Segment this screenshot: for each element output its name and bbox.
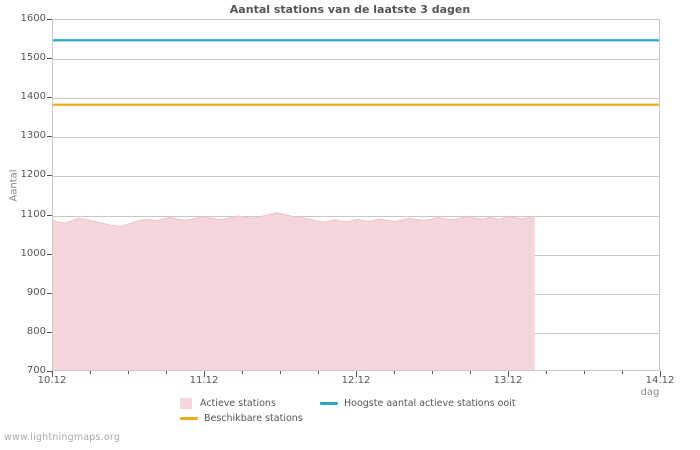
chart-title: Aantal stations van de laatste 3 dagen xyxy=(0,3,700,16)
y-tick-mark xyxy=(47,136,52,137)
y-tick-mark xyxy=(47,254,52,255)
y-tick-label: 1500 xyxy=(21,52,46,63)
legend-label-hoogste-aantal: Hoogste aantal actieve stations ooit xyxy=(344,398,516,409)
x-tick-minor xyxy=(318,371,319,374)
legend-row-1: Actieve stations Hoogste aantal actieve … xyxy=(180,396,660,411)
x-tick-minor xyxy=(546,371,547,374)
legend-swatch-actieve-stations xyxy=(180,398,192,409)
chart-legend: Actieve stations Hoogste aantal actieve … xyxy=(180,396,660,426)
x-tick-major xyxy=(660,371,661,377)
legend-row-2: Beschikbare stations xyxy=(180,411,660,426)
plot-area xyxy=(52,19,660,371)
chart-container: Aantal stations van de laatste 3 dagen A… xyxy=(0,0,700,450)
x-tick-minor xyxy=(128,371,129,374)
x-tick-minor xyxy=(242,371,243,374)
y-axis-title: Aantal xyxy=(9,146,20,226)
y-tick-mark xyxy=(47,19,52,20)
y-tick-label: 1400 xyxy=(21,91,46,102)
y-tick-label: 1300 xyxy=(21,130,46,141)
y-tick-mark xyxy=(47,97,52,98)
x-tick-minor xyxy=(432,371,433,374)
y-tick-label: 1200 xyxy=(21,169,46,180)
x-tick-major xyxy=(204,371,205,377)
x-tick-minor xyxy=(90,371,91,374)
legend-entry-hoogste-aantal[interactable]: Hoogste aantal actieve stations ooit xyxy=(320,396,516,411)
series-layer xyxy=(53,20,659,370)
watermark: www.lightningmaps.org xyxy=(4,432,120,443)
y-tick-label: 900 xyxy=(27,287,46,298)
legend-label-beschikbare-stations: Beschikbare stations xyxy=(204,413,303,424)
legend-swatch-beschikbare-stations xyxy=(180,417,198,420)
x-tick-minor xyxy=(470,371,471,374)
y-tick-mark xyxy=(47,58,52,59)
y-tick-mark xyxy=(47,175,52,176)
x-tick-major xyxy=(52,371,53,377)
x-tick-major xyxy=(508,371,509,377)
legend-label-actieve-stations: Actieve stations xyxy=(200,398,276,409)
x-tick-minor xyxy=(280,371,281,374)
series-actieve-stations-area xyxy=(53,213,535,370)
x-tick-minor xyxy=(394,371,395,374)
y-tick-label: 800 xyxy=(27,326,46,337)
x-tick-minor xyxy=(166,371,167,374)
y-tick-label: 1600 xyxy=(21,13,46,24)
x-tick-minor xyxy=(622,371,623,374)
y-tick-mark xyxy=(47,215,52,216)
y-tick-mark xyxy=(47,293,52,294)
legend-swatch-hoogste-aantal xyxy=(320,402,338,405)
legend-entry-beschikbare-stations[interactable]: Beschikbare stations xyxy=(180,411,303,426)
legend-entry-actieve-stations[interactable]: Actieve stations xyxy=(180,396,276,411)
y-tick-label: 1100 xyxy=(21,209,46,220)
x-tick-major xyxy=(356,371,357,377)
x-tick-minor xyxy=(584,371,585,374)
y-tick-label: 1000 xyxy=(21,248,46,259)
y-tick-mark xyxy=(47,332,52,333)
